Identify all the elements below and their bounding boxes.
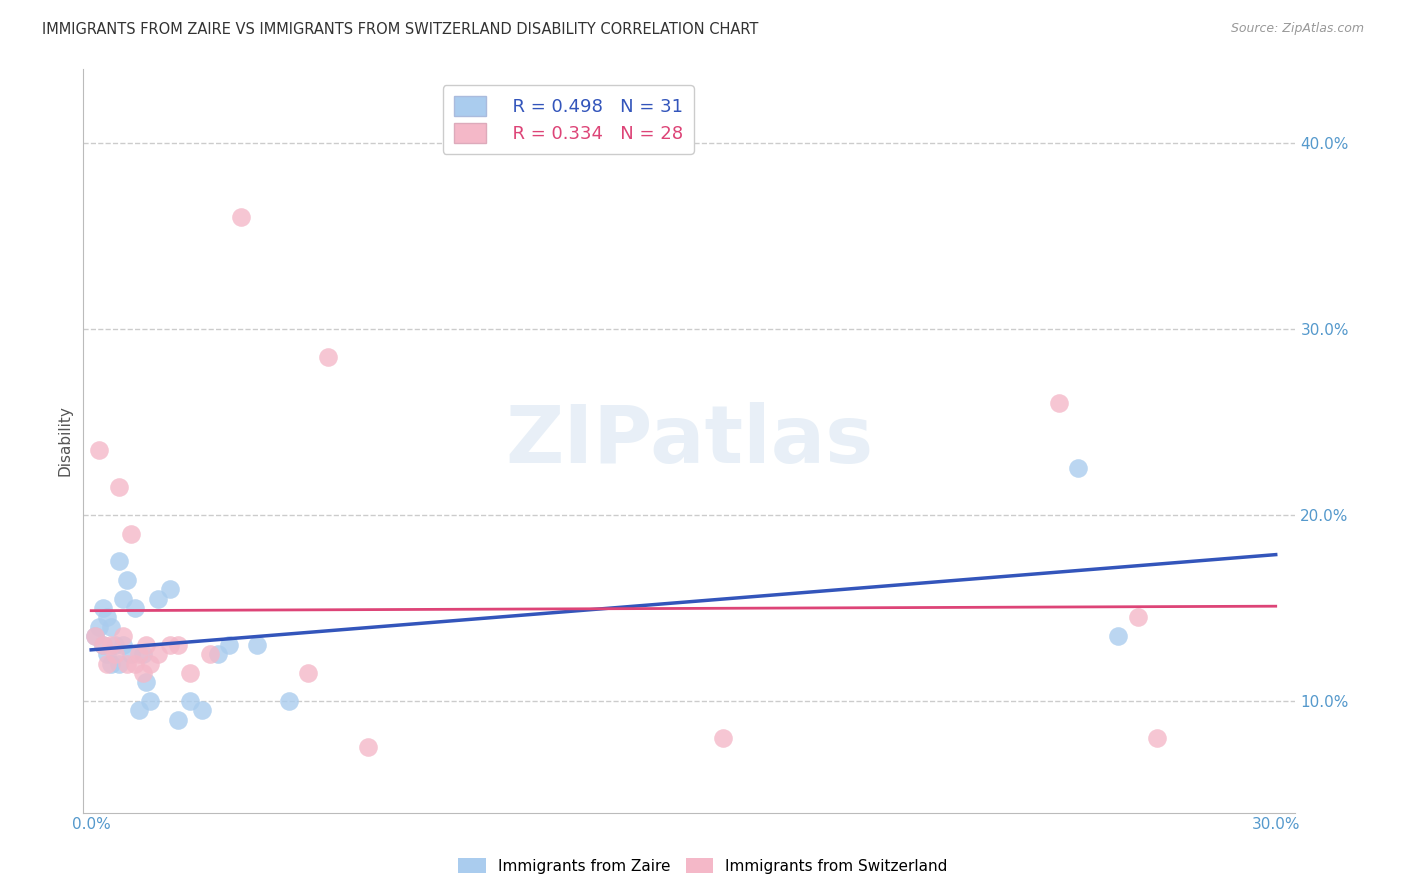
Point	[124, 601, 146, 615]
Point	[84, 629, 107, 643]
Point	[131, 666, 153, 681]
Point	[111, 638, 134, 652]
Point	[115, 573, 138, 587]
Point	[104, 648, 127, 662]
Point	[207, 648, 229, 662]
Point	[246, 638, 269, 652]
Point	[104, 638, 127, 652]
Point	[115, 657, 138, 671]
Point	[111, 591, 134, 606]
Point	[139, 694, 162, 708]
Point	[87, 442, 110, 457]
Point	[135, 675, 157, 690]
Point	[179, 694, 201, 708]
Point	[148, 591, 170, 606]
Point	[100, 638, 122, 652]
Legend: Immigrants from Zaire, Immigrants from Switzerland: Immigrants from Zaire, Immigrants from S…	[453, 852, 953, 880]
Point	[316, 350, 339, 364]
Point	[100, 657, 122, 671]
Point	[96, 648, 118, 662]
Point	[108, 480, 131, 494]
Point	[124, 657, 146, 671]
Point	[1107, 629, 1129, 643]
Point	[96, 610, 118, 624]
Point	[100, 619, 122, 633]
Point	[1126, 610, 1149, 624]
Point	[277, 694, 299, 708]
Text: Source: ZipAtlas.com: Source: ZipAtlas.com	[1230, 22, 1364, 36]
Point	[1146, 731, 1168, 746]
Point	[84, 629, 107, 643]
Point	[96, 657, 118, 671]
Point	[91, 638, 114, 652]
Point	[356, 740, 378, 755]
Point	[87, 619, 110, 633]
Text: ZIPatlas: ZIPatlas	[505, 401, 873, 480]
Point	[198, 648, 221, 662]
Point	[711, 731, 734, 746]
Legend:   R = 0.498   N = 31,   R = 0.334   N = 28: R = 0.498 N = 31, R = 0.334 N = 28	[443, 85, 693, 153]
Point	[91, 638, 114, 652]
Point	[297, 666, 319, 681]
Point	[91, 601, 114, 615]
Point	[159, 638, 181, 652]
Point	[179, 666, 201, 681]
Point	[139, 657, 162, 671]
Point	[159, 582, 181, 597]
Point	[190, 703, 212, 717]
Point	[128, 703, 150, 717]
Point	[1047, 396, 1070, 410]
Point	[231, 211, 253, 225]
Point	[108, 657, 131, 671]
Point	[135, 638, 157, 652]
Point	[167, 638, 190, 652]
Text: IMMIGRANTS FROM ZAIRE VS IMMIGRANTS FROM SWITZERLAND DISABILITY CORRELATION CHAR: IMMIGRANTS FROM ZAIRE VS IMMIGRANTS FROM…	[42, 22, 759, 37]
Point	[120, 526, 142, 541]
Point	[167, 713, 190, 727]
Y-axis label: Disability: Disability	[58, 405, 72, 476]
Point	[128, 648, 150, 662]
Point	[1067, 461, 1090, 475]
Point	[111, 629, 134, 643]
Point	[218, 638, 240, 652]
Point	[120, 648, 142, 662]
Point	[148, 648, 170, 662]
Point	[108, 554, 131, 568]
Point	[131, 648, 153, 662]
